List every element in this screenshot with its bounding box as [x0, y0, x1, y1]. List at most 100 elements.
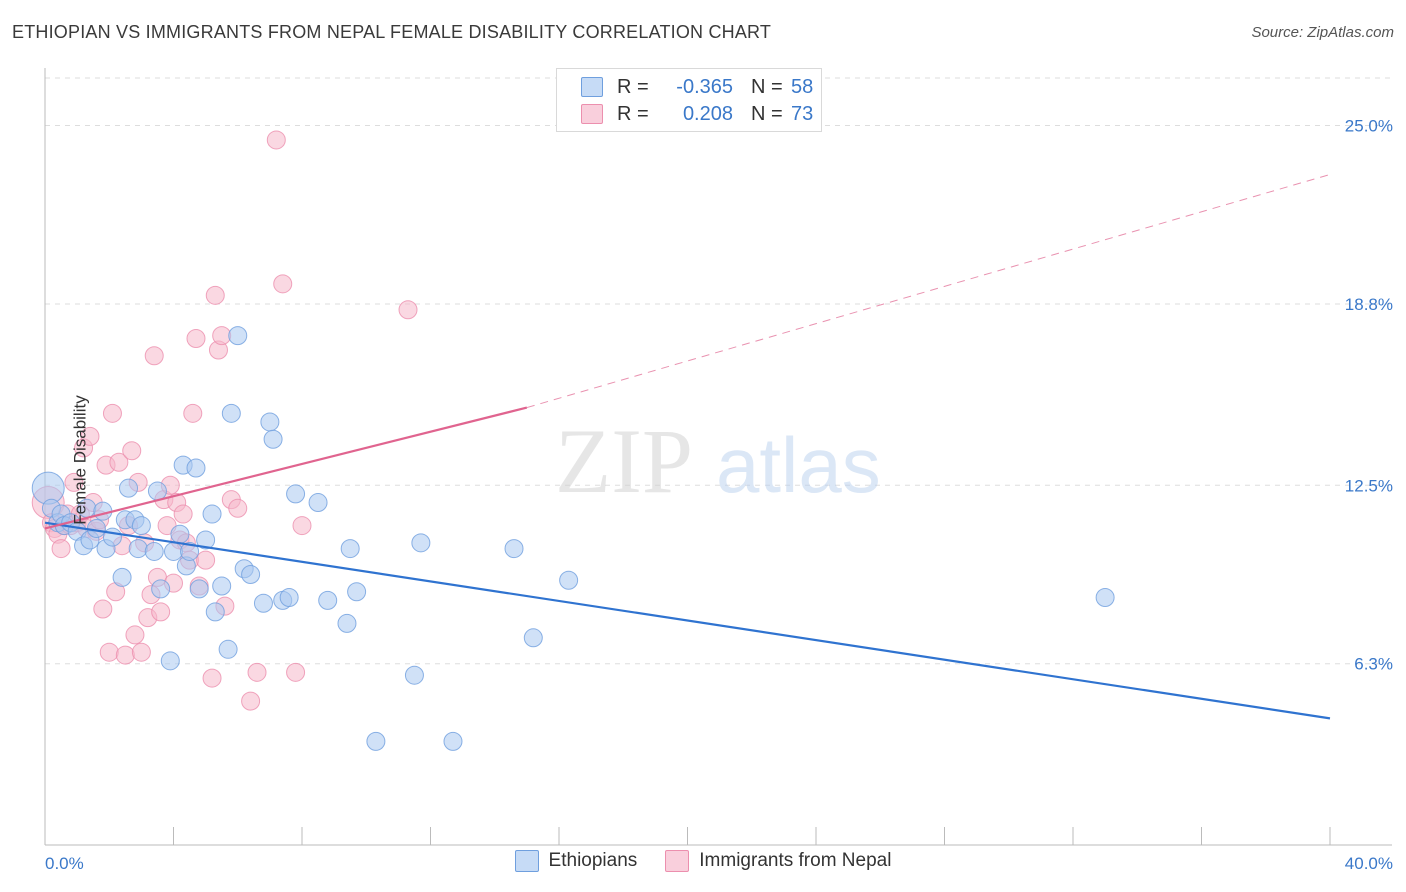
legend-swatch-blue	[581, 77, 603, 97]
point-ethiopians	[93, 501, 113, 521]
point-ethiopians	[144, 541, 164, 561]
legend-r-label: R =	[617, 75, 649, 98]
point-ethiopians	[131, 516, 151, 536]
point-nepal	[241, 691, 261, 711]
point-ethiopians	[180, 541, 200, 561]
legend-label-nepal: Immigrants from Nepal	[699, 850, 892, 871]
legend-n-value: 73	[791, 102, 814, 125]
source-label: Source: ZipAtlas.com	[1251, 24, 1394, 41]
point-ethiopians	[218, 639, 238, 659]
y-axis-label: Female Disability	[70, 395, 90, 525]
y-tick-label: 12.5%	[1345, 476, 1393, 495]
legend-row-ethiopians: R = -0.365 N = 58	[581, 74, 813, 100]
point-nepal	[64, 472, 84, 492]
point-nepal	[115, 645, 135, 665]
point-ethiopians	[221, 403, 241, 423]
point-nepal	[131, 642, 151, 662]
point-nepal	[93, 599, 113, 619]
point-ethiopians	[260, 412, 280, 432]
point-nepal	[125, 625, 145, 645]
point-ethiopians	[147, 481, 167, 501]
x-tick-label-end: 40.0%	[1345, 854, 1393, 873]
point-ethiopians	[337, 613, 357, 633]
trend-lines	[44, 173, 1331, 720]
legend-swatch-nepal	[665, 850, 690, 872]
point-ethiopians	[31, 471, 65, 505]
point-nepal	[102, 403, 122, 423]
y-tick-label: 6.3%	[1354, 655, 1393, 674]
legend-item-nepal: Immigrants from Nepal	[665, 850, 891, 872]
legend-label-ethiopians: Ethiopians	[548, 850, 638, 871]
point-nepal	[151, 602, 171, 622]
legend-row-nepal: R = 0.208 N = 73	[581, 101, 813, 127]
point-ethiopians	[164, 541, 183, 561]
data-points	[31, 130, 1115, 751]
point-ethiopians	[523, 628, 543, 648]
point-nepal	[196, 550, 216, 570]
point-ethiopians	[102, 527, 122, 547]
point-ethiopians	[202, 504, 222, 524]
point-nepal	[247, 662, 267, 682]
point-nepal	[186, 329, 206, 349]
point-ethiopians	[112, 567, 132, 587]
point-nepal	[273, 274, 293, 294]
point-nepal	[398, 300, 418, 320]
point-ethiopians	[263, 429, 283, 449]
series-legend: Ethiopians Immigrants from Nepal	[0, 850, 1406, 872]
tick-labels: 25.0% 18.8% 12.5% 6.3% 0.0% 40.0%	[45, 117, 1393, 873]
point-nepal	[99, 642, 119, 662]
legend-r-label: R =	[617, 102, 649, 125]
point-nepal	[183, 403, 203, 423]
legend-r-value: 0.208	[682, 102, 733, 125]
point-ethiopians	[443, 731, 463, 751]
legend-swatch-ethiopians	[514, 850, 539, 872]
point-ethiopians	[318, 590, 338, 610]
legend-n-label: N =	[751, 102, 783, 125]
trend-line-nepal	[44, 406, 528, 530]
trend-line-nepal-extrapolated	[526, 173, 1331, 409]
point-nepal	[173, 504, 193, 524]
y-tick-label: 25.0%	[1345, 117, 1393, 136]
point-ethiopians	[279, 588, 299, 608]
point-ethiopians	[196, 530, 216, 550]
point-ethiopians	[504, 539, 524, 559]
point-ethiopians	[212, 576, 232, 596]
x-tick-label-start: 0.0%	[45, 854, 84, 873]
point-ethiopians	[347, 582, 367, 602]
point-ethiopians	[189, 579, 209, 599]
point-ethiopians	[241, 564, 261, 584]
point-nepal	[144, 346, 164, 366]
point-ethiopians	[559, 570, 579, 590]
point-ethiopians	[160, 651, 180, 671]
point-nepal	[286, 662, 306, 682]
point-ethiopians	[128, 539, 148, 559]
point-nepal	[292, 516, 312, 536]
watermark: ZIP atlas	[555, 410, 881, 512]
legend-item-ethiopians: Ethiopians	[514, 850, 638, 872]
point-ethiopians	[170, 524, 190, 544]
point-nepal	[266, 130, 286, 150]
point-ethiopians	[151, 579, 171, 599]
point-nepal	[109, 452, 129, 472]
point-nepal	[80, 426, 100, 446]
legend-n-label: N =	[751, 75, 783, 98]
point-ethiopians	[119, 478, 139, 498]
point-nepal	[212, 326, 232, 346]
legend-n-value: 58	[791, 75, 814, 98]
point-ethiopians	[253, 593, 273, 613]
point-nepal	[202, 668, 222, 688]
axes	[44, 68, 1392, 846]
y-tick-label: 18.8%	[1345, 295, 1393, 314]
point-ethiopians	[366, 731, 386, 751]
point-ethiopians	[411, 533, 431, 553]
legend-r-value: -0.365	[676, 75, 733, 98]
chart-title: ETHIOPIAN VS IMMIGRANTS FROM NEPAL FEMAL…	[12, 22, 772, 42]
point-ethiopians	[205, 602, 225, 622]
trend-line-ethiopians	[44, 521, 1331, 720]
point-nepal	[205, 285, 225, 305]
point-ethiopians	[308, 493, 328, 513]
point-nepal	[228, 498, 248, 518]
correlation-legend: R = -0.365 N = 58 R = 0.208 N = 73	[556, 68, 822, 132]
point-ethiopians	[286, 484, 306, 504]
